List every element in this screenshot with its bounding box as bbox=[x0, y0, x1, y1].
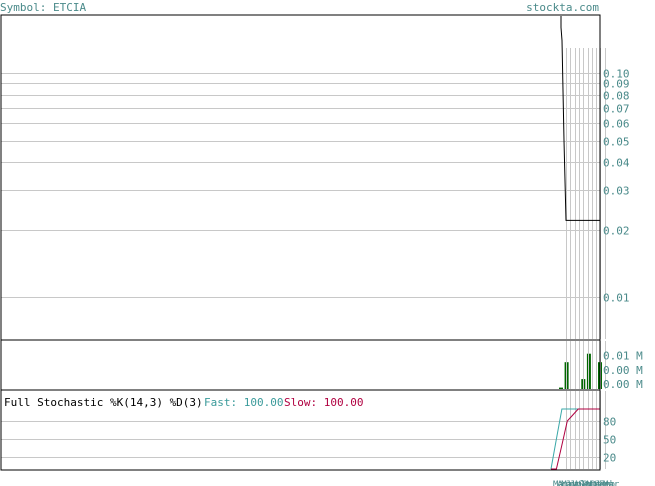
price-panel-frame bbox=[0, 14, 601, 341]
stochastic-x-label: Aug bbox=[574, 480, 590, 486]
price-tick-label: 0.08 bbox=[603, 90, 630, 103]
stochastic-x-label: May bbox=[561, 480, 578, 486]
stochastic-x-label: Jan bbox=[595, 480, 611, 486]
volume-panel-frame bbox=[0, 339, 601, 391]
stochastic-x-label: Oct bbox=[582, 480, 598, 486]
stochastic-slow-line bbox=[551, 408, 600, 470]
stochastic-tick-label: 50 bbox=[603, 434, 616, 447]
stochastic-x-label: Mar bbox=[603, 480, 620, 486]
stochastic-x-label: Dec bbox=[591, 480, 607, 486]
stochastic-axis-ticks: 80 50 20 bbox=[603, 416, 616, 465]
stochastic-tick-label: 80 bbox=[603, 416, 616, 429]
volume-bars bbox=[559, 353, 602, 389]
price-gridlines bbox=[1, 73, 600, 298]
price-tick-label: 0.01 bbox=[603, 292, 630, 305]
stochastic-x-label: Apr bbox=[557, 480, 574, 486]
stochastic-title: Full Stochastic %K(14,3) %D(3) bbox=[4, 396, 203, 409]
price-line bbox=[560, 16, 600, 221]
stochastic-x-label: Mar bbox=[553, 480, 570, 486]
volume-tick-label: 0.01 M bbox=[603, 350, 643, 363]
price-tick-label: 0.02 bbox=[603, 225, 630, 238]
price-tick-label: 0.05 bbox=[603, 136, 630, 149]
price-tick-label: 0.07 bbox=[603, 103, 630, 116]
stochastic-x-label: Jun bbox=[566, 480, 582, 486]
price-tick-label: 0.10 bbox=[603, 68, 630, 81]
price-tick-label: 0.03 bbox=[603, 185, 630, 198]
brand-label: stockta.com bbox=[526, 1, 599, 14]
stochastic-gridlines bbox=[1, 421, 600, 458]
volume-tick-label: 0.00 M bbox=[603, 364, 643, 377]
price-axis-ticks: 0.100.090.080.07 0.06 0.05 0.04 0.03 0.02 0.01 bbox=[603, 68, 630, 305]
stochastic-fast-readout: Fast: 100.00 bbox=[204, 396, 284, 409]
volume-axis-ticks: 0.01 M0.00 M0.00 M bbox=[603, 350, 643, 391]
stochastic-x-label: Jul bbox=[570, 480, 586, 486]
stochastic-x-label: Nov bbox=[586, 480, 602, 486]
stochastic-x-label: Sep bbox=[578, 480, 594, 486]
stochastic-x-label: Feb bbox=[599, 480, 615, 486]
volume-bar bbox=[559, 387, 563, 389]
stochastic-panel-frame bbox=[0, 389, 601, 471]
stochastic-tick-label: 20 bbox=[603, 452, 616, 465]
fast-value: 100.00 bbox=[243, 396, 284, 409]
price-tick-label: 0.09 bbox=[603, 78, 630, 91]
chart-symbol-label: Symbol: ETCIA bbox=[0, 1, 87, 14]
slow-label: Slow: bbox=[284, 396, 318, 409]
price-tick-label: 0.06 bbox=[603, 118, 630, 131]
fast-label: Fast: bbox=[204, 396, 238, 409]
price-tick-label: 0.04 bbox=[603, 157, 630, 170]
stochastic-slow-readout: Slow: 100.00 bbox=[284, 396, 364, 409]
slow-value: 100.00 bbox=[323, 396, 364, 409]
volume-tick-label: 0.00 M bbox=[603, 378, 643, 391]
